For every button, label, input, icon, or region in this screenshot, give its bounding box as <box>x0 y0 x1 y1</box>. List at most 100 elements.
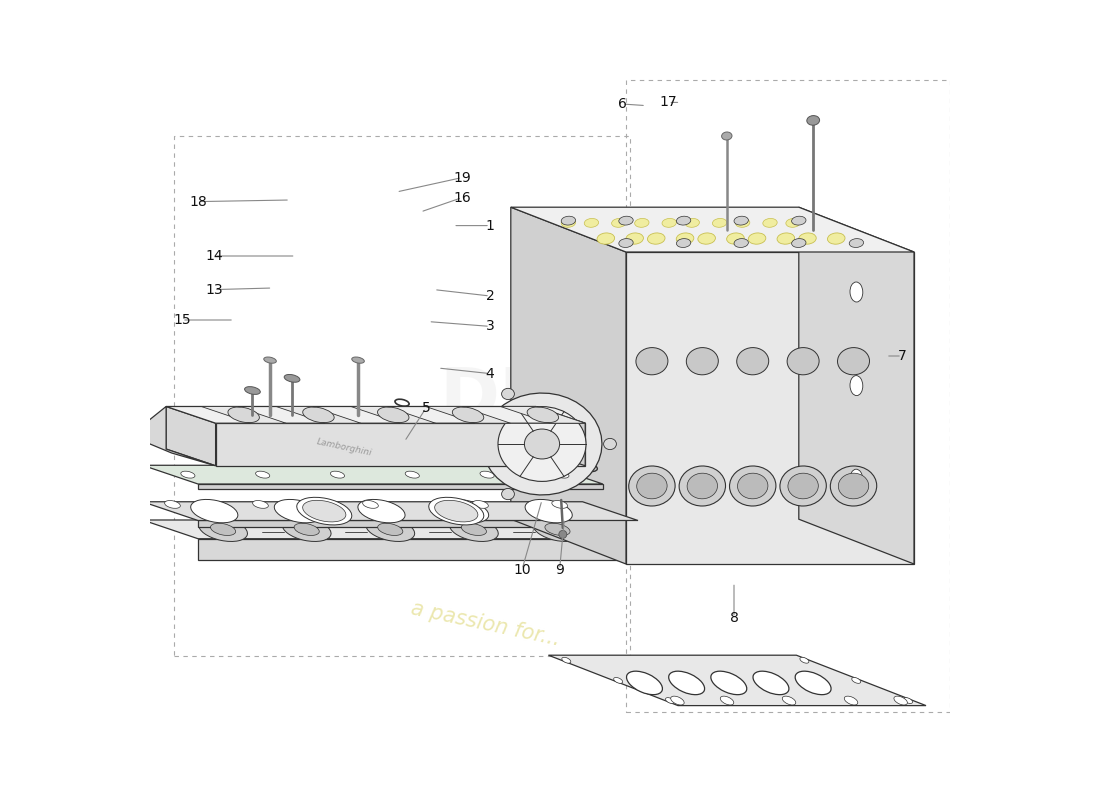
Ellipse shape <box>838 473 869 499</box>
Ellipse shape <box>636 347 668 375</box>
Ellipse shape <box>190 499 238 522</box>
Polygon shape <box>500 406 585 423</box>
Ellipse shape <box>676 216 691 225</box>
Ellipse shape <box>228 407 260 422</box>
Ellipse shape <box>498 406 586 482</box>
Text: Lamborghini: Lamborghini <box>316 437 373 458</box>
Ellipse shape <box>637 473 667 499</box>
Ellipse shape <box>662 218 676 227</box>
Polygon shape <box>166 406 585 423</box>
Polygon shape <box>549 655 926 706</box>
Polygon shape <box>201 406 286 423</box>
Ellipse shape <box>697 233 715 244</box>
Ellipse shape <box>255 471 270 478</box>
Ellipse shape <box>502 489 515 500</box>
Ellipse shape <box>734 216 748 225</box>
Polygon shape <box>482 393 602 495</box>
Ellipse shape <box>253 501 268 508</box>
Polygon shape <box>143 502 638 521</box>
Ellipse shape <box>800 658 808 663</box>
Ellipse shape <box>502 388 515 399</box>
Ellipse shape <box>377 407 409 422</box>
Ellipse shape <box>363 501 378 508</box>
Ellipse shape <box>720 696 734 705</box>
Text: 6: 6 <box>617 97 626 111</box>
Ellipse shape <box>614 678 623 683</box>
Ellipse shape <box>165 501 180 508</box>
Ellipse shape <box>452 407 484 422</box>
Ellipse shape <box>210 523 235 535</box>
Ellipse shape <box>788 347 820 375</box>
Text: 3: 3 <box>485 319 494 334</box>
Ellipse shape <box>679 466 726 506</box>
Polygon shape <box>351 406 436 423</box>
Ellipse shape <box>562 658 571 663</box>
Ellipse shape <box>534 518 582 542</box>
Ellipse shape <box>849 238 864 247</box>
Polygon shape <box>426 406 510 423</box>
Ellipse shape <box>722 132 732 140</box>
Ellipse shape <box>795 671 832 694</box>
Text: 2: 2 <box>485 289 494 303</box>
Ellipse shape <box>199 518 248 542</box>
Ellipse shape <box>894 696 908 705</box>
Text: DIPOS: DIPOS <box>439 366 693 434</box>
Ellipse shape <box>377 523 403 535</box>
Ellipse shape <box>619 238 634 247</box>
Text: 17: 17 <box>660 95 678 110</box>
Ellipse shape <box>358 499 405 522</box>
Ellipse shape <box>671 696 684 705</box>
Ellipse shape <box>676 238 691 247</box>
Text: 4: 4 <box>485 366 494 381</box>
Text: 10: 10 <box>514 562 531 577</box>
Text: 15: 15 <box>173 313 190 327</box>
Ellipse shape <box>619 216 634 225</box>
Ellipse shape <box>629 466 675 506</box>
Text: a passion for...: a passion for... <box>409 598 562 650</box>
Ellipse shape <box>688 473 717 499</box>
Polygon shape <box>216 423 585 466</box>
Ellipse shape <box>461 523 486 535</box>
Text: 1: 1 <box>485 218 494 233</box>
Ellipse shape <box>405 471 419 478</box>
Polygon shape <box>143 466 603 484</box>
Ellipse shape <box>302 407 334 422</box>
Ellipse shape <box>180 471 195 478</box>
Text: 7: 7 <box>898 349 906 363</box>
Ellipse shape <box>669 671 705 694</box>
Ellipse shape <box>441 499 488 522</box>
Ellipse shape <box>429 498 484 525</box>
Ellipse shape <box>330 471 344 478</box>
Text: 13: 13 <box>206 282 223 297</box>
Ellipse shape <box>283 518 331 542</box>
Ellipse shape <box>284 374 300 382</box>
Ellipse shape <box>713 218 727 227</box>
Ellipse shape <box>604 438 616 450</box>
Ellipse shape <box>544 523 570 535</box>
Ellipse shape <box>527 407 559 422</box>
Ellipse shape <box>845 696 858 705</box>
Ellipse shape <box>264 357 276 363</box>
Ellipse shape <box>294 523 319 535</box>
Text: 5: 5 <box>421 401 430 415</box>
Ellipse shape <box>561 218 575 227</box>
Polygon shape <box>198 521 638 526</box>
Ellipse shape <box>737 347 769 375</box>
Ellipse shape <box>711 671 747 694</box>
Text: 8: 8 <box>729 610 738 625</box>
Ellipse shape <box>762 218 778 227</box>
Ellipse shape <box>850 376 862 395</box>
Ellipse shape <box>686 347 718 375</box>
Text: 18: 18 <box>189 194 207 209</box>
Ellipse shape <box>612 218 626 227</box>
Ellipse shape <box>850 470 862 489</box>
Ellipse shape <box>635 218 649 227</box>
Polygon shape <box>139 406 216 466</box>
Ellipse shape <box>302 500 345 522</box>
Polygon shape <box>198 538 638 560</box>
Ellipse shape <box>648 233 666 244</box>
Ellipse shape <box>782 696 795 705</box>
Ellipse shape <box>450 518 498 542</box>
Ellipse shape <box>830 466 877 506</box>
Ellipse shape <box>785 218 800 227</box>
